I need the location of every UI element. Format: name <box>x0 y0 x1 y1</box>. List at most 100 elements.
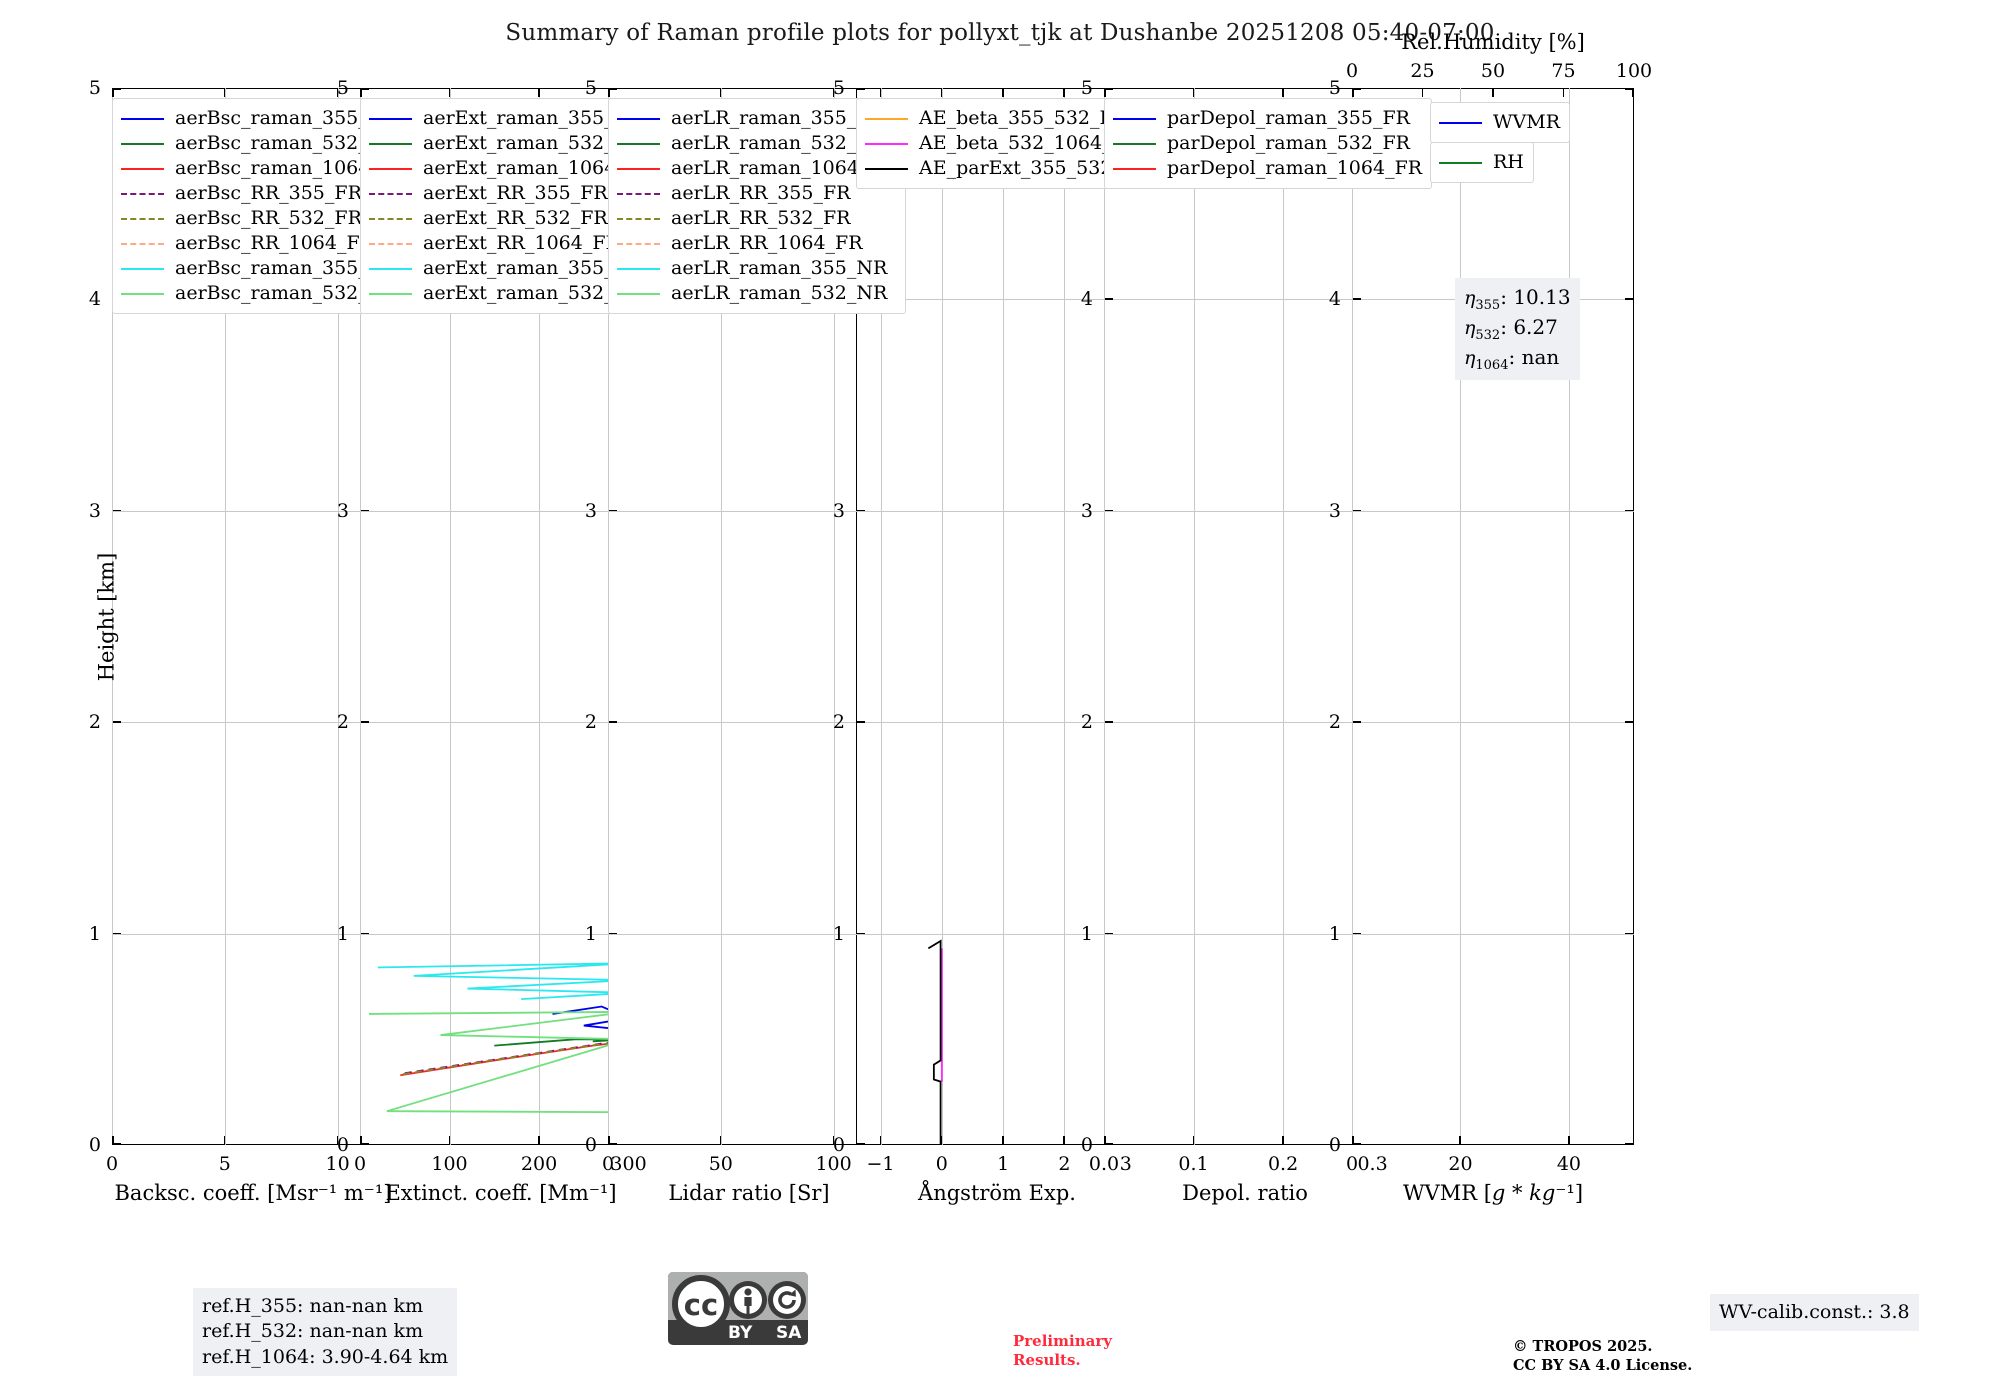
y-axis-tick-label: 3 <box>1328 499 1341 522</box>
y-axis-tick-label: 3 <box>832 499 845 522</box>
legend-item[interactable]: aerBsc_raman_532_NR <box>121 281 407 306</box>
x-axis-tick <box>832 1136 835 1145</box>
legend-item[interactable]: aerBsc_RR_355_FR <box>121 181 407 206</box>
reference-height-box: ref.H_355: nan-nan km ref.H_532: nan-nan … <box>193 1288 458 1376</box>
y-axis-tick <box>608 932 617 935</box>
x-axis-tick-label: 1 <box>997 1153 1010 1175</box>
copyright-line-1: © TROPOS 2025. <box>1513 1338 1653 1355</box>
legend-item[interactable]: aerLR_raman_532_NR <box>617 281 896 306</box>
legend-label: aerBsc_raman_355_FR <box>175 107 396 129</box>
eta-subscript: 355 <box>1475 297 1501 313</box>
x-axis-tick-top <box>608 88 610 97</box>
preliminary-line-2: Results. <box>1013 1350 1081 1369</box>
legend-depol-ratio[interactable]: parDepol_raman_355_FR parDepol_raman_532_… <box>1104 98 1433 189</box>
legend-item[interactable]: aerBsc_raman_1064_FR <box>121 156 407 181</box>
grid-line-vertical <box>1568 88 1570 1145</box>
cc-by-label: BY <box>728 1323 753 1343</box>
legend-line-swatch <box>617 192 660 195</box>
grid-line-horizontal <box>112 510 394 512</box>
grid-line-horizontal <box>608 722 890 724</box>
y-axis-tick <box>112 509 121 512</box>
legend-line-swatch <box>121 117 164 120</box>
reference-height-line: ref.H_355: nan-nan km <box>202 1295 424 1317</box>
plot-panel-wvmr-rh: 0 1 2 3 4 5 0 20 40 0 25 50 75 100 Rel.Humidity [%] WVM… <box>1329 30 1652 1205</box>
y-axis-tick <box>112 721 121 723</box>
legend-label: aerBsc_RR_532_FR <box>175 207 362 229</box>
x-axis-tick <box>879 1136 882 1145</box>
x-axis-tick <box>336 1136 339 1145</box>
legend-line-swatch <box>865 142 908 145</box>
y-axis-tick <box>1352 932 1361 935</box>
legend-item[interactable]: aerLR_RR_532_FR <box>617 206 896 231</box>
legend-wvmr-rh-secondary[interactable]: RH <box>1430 142 1534 183</box>
legend-label: WVMR <box>1493 111 1561 133</box>
legend-item[interactable]: aerExt_RR_532_FR <box>369 206 653 231</box>
legend-item[interactable]: aerExt_raman_1064_FR <box>369 156 653 181</box>
legend-item[interactable]: aerExt_raman_532_FR <box>369 131 653 156</box>
eta-symbol: η <box>1464 287 1476 309</box>
legend-item[interactable]: parDepol_raman_532_FR <box>1113 131 1422 156</box>
legend-item[interactable]: WVMR <box>1439 110 1560 135</box>
legend-item[interactable]: parDepol_raman_355_FR <box>1113 106 1422 131</box>
x-axis-tick <box>112 1136 114 1145</box>
legend-item[interactable]: aerBsc_raman_355_NR <box>121 256 407 281</box>
x-axis-tick-top <box>223 88 226 97</box>
legend-item[interactable]: aerExt_RR_355_FR <box>369 181 653 206</box>
y-axis-tick <box>360 932 369 935</box>
legend-item[interactable]: aerBsc_RR_1064_FR <box>121 231 407 256</box>
x-axis-tick-top <box>940 88 943 97</box>
x-axis-tick-label: 5 <box>218 1153 231 1175</box>
legend-line-swatch <box>617 167 660 170</box>
legend-label: parDepol_raman_355_FR <box>1167 107 1410 129</box>
grid-line-vertical <box>360 88 361 1145</box>
y-axis-tick <box>1104 509 1113 512</box>
legend-item[interactable]: aerLR_raman_1064_FR <box>617 156 896 181</box>
y-axis-tick <box>1352 721 1361 723</box>
x-axis-tick-label: −1 <box>866 1153 895 1175</box>
cc-sa-label: SA <box>776 1323 802 1343</box>
legend-item[interactable]: RH <box>1439 150 1524 175</box>
x-axis-tick <box>608 1136 610 1145</box>
top-axis-title: Rel.Humidity [%] <box>1401 30 1585 54</box>
plot-panel-depol-ratio: 0 1 2 3 4 5 0.0 0.1 0.2 0.3 Depol. ratio parDepol_r… <box>1081 77 1433 1205</box>
legend-line-swatch <box>369 142 412 145</box>
legend-item[interactable]: aerLR_RR_1064_FR <box>617 231 896 256</box>
y-axis-tick <box>856 932 865 935</box>
legend-item[interactable]: aerExt_raman_355_FR <box>369 106 653 131</box>
legend-wvmr-rh[interactable]: WVMR <box>1430 102 1571 143</box>
y-axis-tick <box>1104 932 1113 935</box>
y-axis-tick-label: 3 <box>88 499 101 522</box>
legend-item[interactable]: aerExt_raman_355_NR <box>369 256 653 281</box>
page-title: Summary of Raman profile plots for polly… <box>505 20 1495 46</box>
legend-item[interactable]: aerBsc_raman_532_FR <box>121 131 407 156</box>
legend-item[interactable]: aerLR_RR_355_FR <box>617 181 896 206</box>
x-axis-tick <box>940 1136 943 1145</box>
legend-item[interactable]: aerLR_raman_355_NR <box>617 256 896 281</box>
legend-item[interactable]: aerBsc_raman_355_FR <box>121 106 407 131</box>
legend-label: aerLR_raman_532_NR <box>671 282 888 304</box>
top-axis-tick-label: 25 <box>1410 60 1435 82</box>
grid-line-horizontal <box>360 510 642 512</box>
legend-item[interactable]: aerBsc_RR_532_FR <box>121 206 407 231</box>
legend-line-swatch <box>369 192 412 195</box>
legend-label: aerExt_RR_1064_FR <box>423 232 620 254</box>
legend-label: aerLR_raman_355_NR <box>671 257 888 279</box>
grid-line-horizontal <box>1352 722 1634 724</box>
legend-label: aerLR_RR_532_FR <box>671 207 851 229</box>
legend-item[interactable]: aerExt_raman_532_NR <box>369 281 653 306</box>
x-axis-tick-label: 0.0 <box>1088 1153 1120 1175</box>
legend-item[interactable]: aerLR_raman_355_FR <box>617 106 896 131</box>
grid-line-horizontal <box>1104 933 1386 935</box>
top-axis-tick <box>1492 88 1494 97</box>
x-axis-tick-label: 100 <box>431 1153 468 1175</box>
legend-item[interactable]: parDepol_raman_1064_FR <box>1113 156 1422 181</box>
legend-label: parDepol_raman_532_FR <box>1167 132 1410 154</box>
legend-line-swatch <box>1439 161 1482 164</box>
legend-item[interactable]: aerExt_RR_1064_FR <box>369 231 653 256</box>
y-axis-tick-label: 0 <box>1328 1134 1341 1156</box>
y-axis-tick-label: 0 <box>832 1134 845 1156</box>
y-axis-tick <box>1104 721 1113 723</box>
legend-item[interactable]: aerLR_raman_532_FR <box>617 131 896 156</box>
reference-height-line: ref.H_532: nan-nan km <box>202 1320 424 1343</box>
x-axis-tick <box>360 1136 362 1145</box>
